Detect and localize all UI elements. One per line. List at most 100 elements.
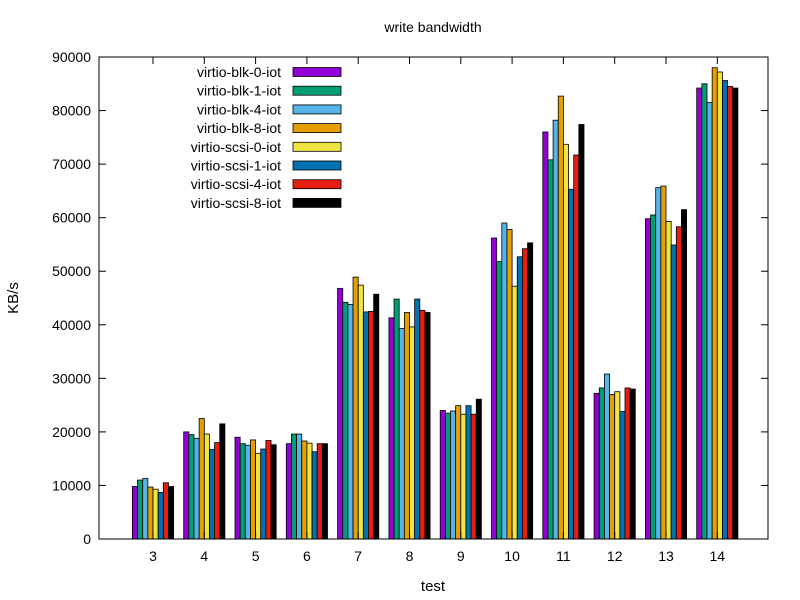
bar-virtio-blk-4-iot-4 [193, 437, 200, 540]
bar-virtio-blk-8-iot-12 [609, 393, 616, 540]
legend-swatch-virtio-scsi-8-iot [292, 197, 342, 208]
bar-virtio-scsi-0-iot-5 [255, 452, 262, 540]
bar-virtio-blk-4-iot-5 [244, 444, 251, 540]
y-tick-label: 30000 [52, 370, 91, 386]
x-tick-label: 11 [556, 548, 571, 564]
bar-virtio-scsi-8-iot-7 [373, 293, 380, 540]
bar-virtio-blk-0-iot-6 [285, 443, 292, 540]
bar-virtio-blk-0-iot-5 [234, 436, 241, 540]
bar-virtio-scsi-0-iot-9 [460, 413, 467, 540]
bar-virtio-blk-4-iot-3 [142, 478, 149, 540]
bar-virtio-blk-0-iot-9 [439, 410, 446, 540]
bar-virtio-scsi-8-iot-4 [219, 423, 226, 540]
bar-virtio-blk-4-iot-14 [706, 102, 713, 540]
legend-swatch-virtio-scsi-1-iot [292, 160, 342, 171]
bar-virtio-blk-8-iot-13 [660, 185, 667, 540]
bar-virtio-blk-0-iot-11 [542, 131, 549, 540]
legend-swatch-virtio-blk-0-iot [292, 67, 342, 77]
bar-virtio-scsi-1-iot-5 [260, 448, 267, 540]
bar-virtio-scsi-4-iot-4 [214, 442, 221, 540]
bar-virtio-blk-1-iot-8 [393, 298, 400, 540]
legend-label: virtio-blk-1-iot [197, 83, 281, 99]
bar-virtio-scsi-4-iot-5 [265, 440, 272, 540]
bar-virtio-scsi-4-iot-3 [162, 482, 169, 540]
bar-virtio-scsi-0-iot-14 [716, 71, 723, 540]
bar-virtio-blk-0-iot-4 [183, 431, 190, 540]
bar-virtio-scsi-4-iot-14 [727, 86, 734, 540]
x-tick-label: 3 [149, 548, 157, 564]
bar-virtio-scsi-1-iot-8 [414, 298, 421, 540]
bar-virtio-scsi-4-iot-10 [522, 248, 528, 540]
plot-border [98, 56, 769, 540]
bar-virtio-blk-1-iot-4 [188, 434, 195, 540]
bar-virtio-blk-4-iot-11 [552, 119, 559, 540]
legend-swatch-virtio-blk-1-iot [292, 85, 342, 96]
bar-virtio-blk-0-iot-10 [491, 237, 498, 540]
bar-virtio-blk-0-iot-8 [388, 317, 395, 540]
bar-virtio-scsi-0-iot-10 [511, 285, 518, 540]
x-tick-label: 6 [303, 548, 311, 564]
y-axis-label: KB/s [5, 282, 22, 314]
bar-virtio-blk-1-iot-5 [239, 443, 246, 540]
x-tick-label: 14 [710, 548, 726, 564]
bar-virtio-blk-1-iot-14 [701, 83, 708, 540]
x-tick-label: 12 [607, 548, 623, 564]
x-tick-label: 4 [200, 548, 208, 564]
x-tick-label: 13 [658, 548, 674, 564]
y-tick-label: 10000 [52, 477, 91, 493]
bar-virtio-blk-1-iot-6 [291, 433, 298, 540]
bar-virtio-scsi-8-iot-3 [168, 486, 174, 540]
x-tick-label: 8 [406, 548, 414, 564]
legend-swatch-virtio-scsi-0-iot [292, 141, 342, 152]
legend-label: virtio-scsi-1-iot [191, 158, 281, 174]
bar-virtio-blk-1-iot-12 [598, 387, 605, 540]
x-tick-label: 10 [504, 548, 520, 564]
legend-label: virtio-scsi-0-iot [191, 139, 281, 155]
bar-virtio-scsi-8-iot-6 [321, 443, 328, 540]
bar-virtio-blk-8-iot-5 [250, 439, 256, 540]
bar-virtio-blk-0-iot-14 [696, 87, 703, 540]
bar-virtio-scsi-1-iot-4 [209, 449, 215, 540]
bar-virtio-blk-8-iot-3 [147, 486, 154, 540]
chart-title: write bandwidth [383, 19, 481, 35]
bar-virtio-blk-1-iot-13 [650, 214, 657, 540]
y-tick-label: 60000 [52, 210, 91, 226]
bar-virtio-scsi-0-iot-7 [357, 284, 364, 540]
bar-virtio-blk-4-iot-13 [655, 187, 662, 540]
bar-virtio-scsi-1-iot-14 [722, 80, 729, 540]
y-tick-label: 40000 [52, 317, 91, 333]
legend: virtio-blk-0-iot virtio-blk-1-iot virtio-b… [191, 64, 342, 211]
bar-virtio-blk-0-iot-13 [645, 218, 651, 540]
x-axis-label: test [421, 578, 446, 595]
bar-virtio-blk-4-iot-9 [450, 410, 457, 540]
bar-virtio-scsi-8-iot-10 [527, 242, 534, 540]
bar-virtio-blk-1-iot-3 [137, 479, 144, 540]
bar-virtio-blk-8-iot-10 [506, 229, 513, 540]
x-tick-label: 5 [252, 548, 260, 564]
y-tick-label: 50000 [52, 263, 91, 279]
legend-label: virtio-scsi-4-iot [191, 176, 281, 192]
y-tick-label: 90000 [52, 49, 91, 65]
bar-virtio-scsi-4-iot-8 [419, 309, 426, 540]
bar-virtio-blk-8-iot-11 [557, 95, 564, 540]
bar-virtio-scsi-0-iot-3 [152, 488, 159, 540]
y-tick-label: 70000 [52, 156, 91, 172]
bars-layer [131, 67, 739, 540]
bar-virtio-scsi-0-iot-11 [563, 143, 569, 540]
bar-virtio-scsi-8-iot-11 [578, 124, 585, 540]
bar-virtio-scsi-0-iot-4 [203, 433, 210, 540]
bar-virtio-blk-4-iot-10 [501, 222, 508, 540]
bar-virtio-scsi-4-iot-11 [573, 154, 580, 540]
legend-label: virtio-blk-4-iot [197, 101, 281, 117]
bar-virtio-blk-8-iot-6 [301, 440, 308, 540]
bar-virtio-scsi-1-iot-6 [311, 451, 318, 540]
bar-virtio-blk-8-iot-9 [455, 405, 462, 540]
bar-virtio-scsi-8-iot-9 [475, 398, 482, 540]
bar-virtio-scsi-1-iot-10 [516, 256, 523, 540]
bar-virtio-scsi-4-iot-13 [675, 226, 682, 540]
y-tick-label: 20000 [52, 424, 91, 440]
bar-virtio-blk-8-iot-8 [403, 312, 410, 540]
bar-virtio-scsi-1-iot-9 [465, 405, 472, 540]
bar-virtio-scsi-8-iot-13 [681, 209, 688, 540]
